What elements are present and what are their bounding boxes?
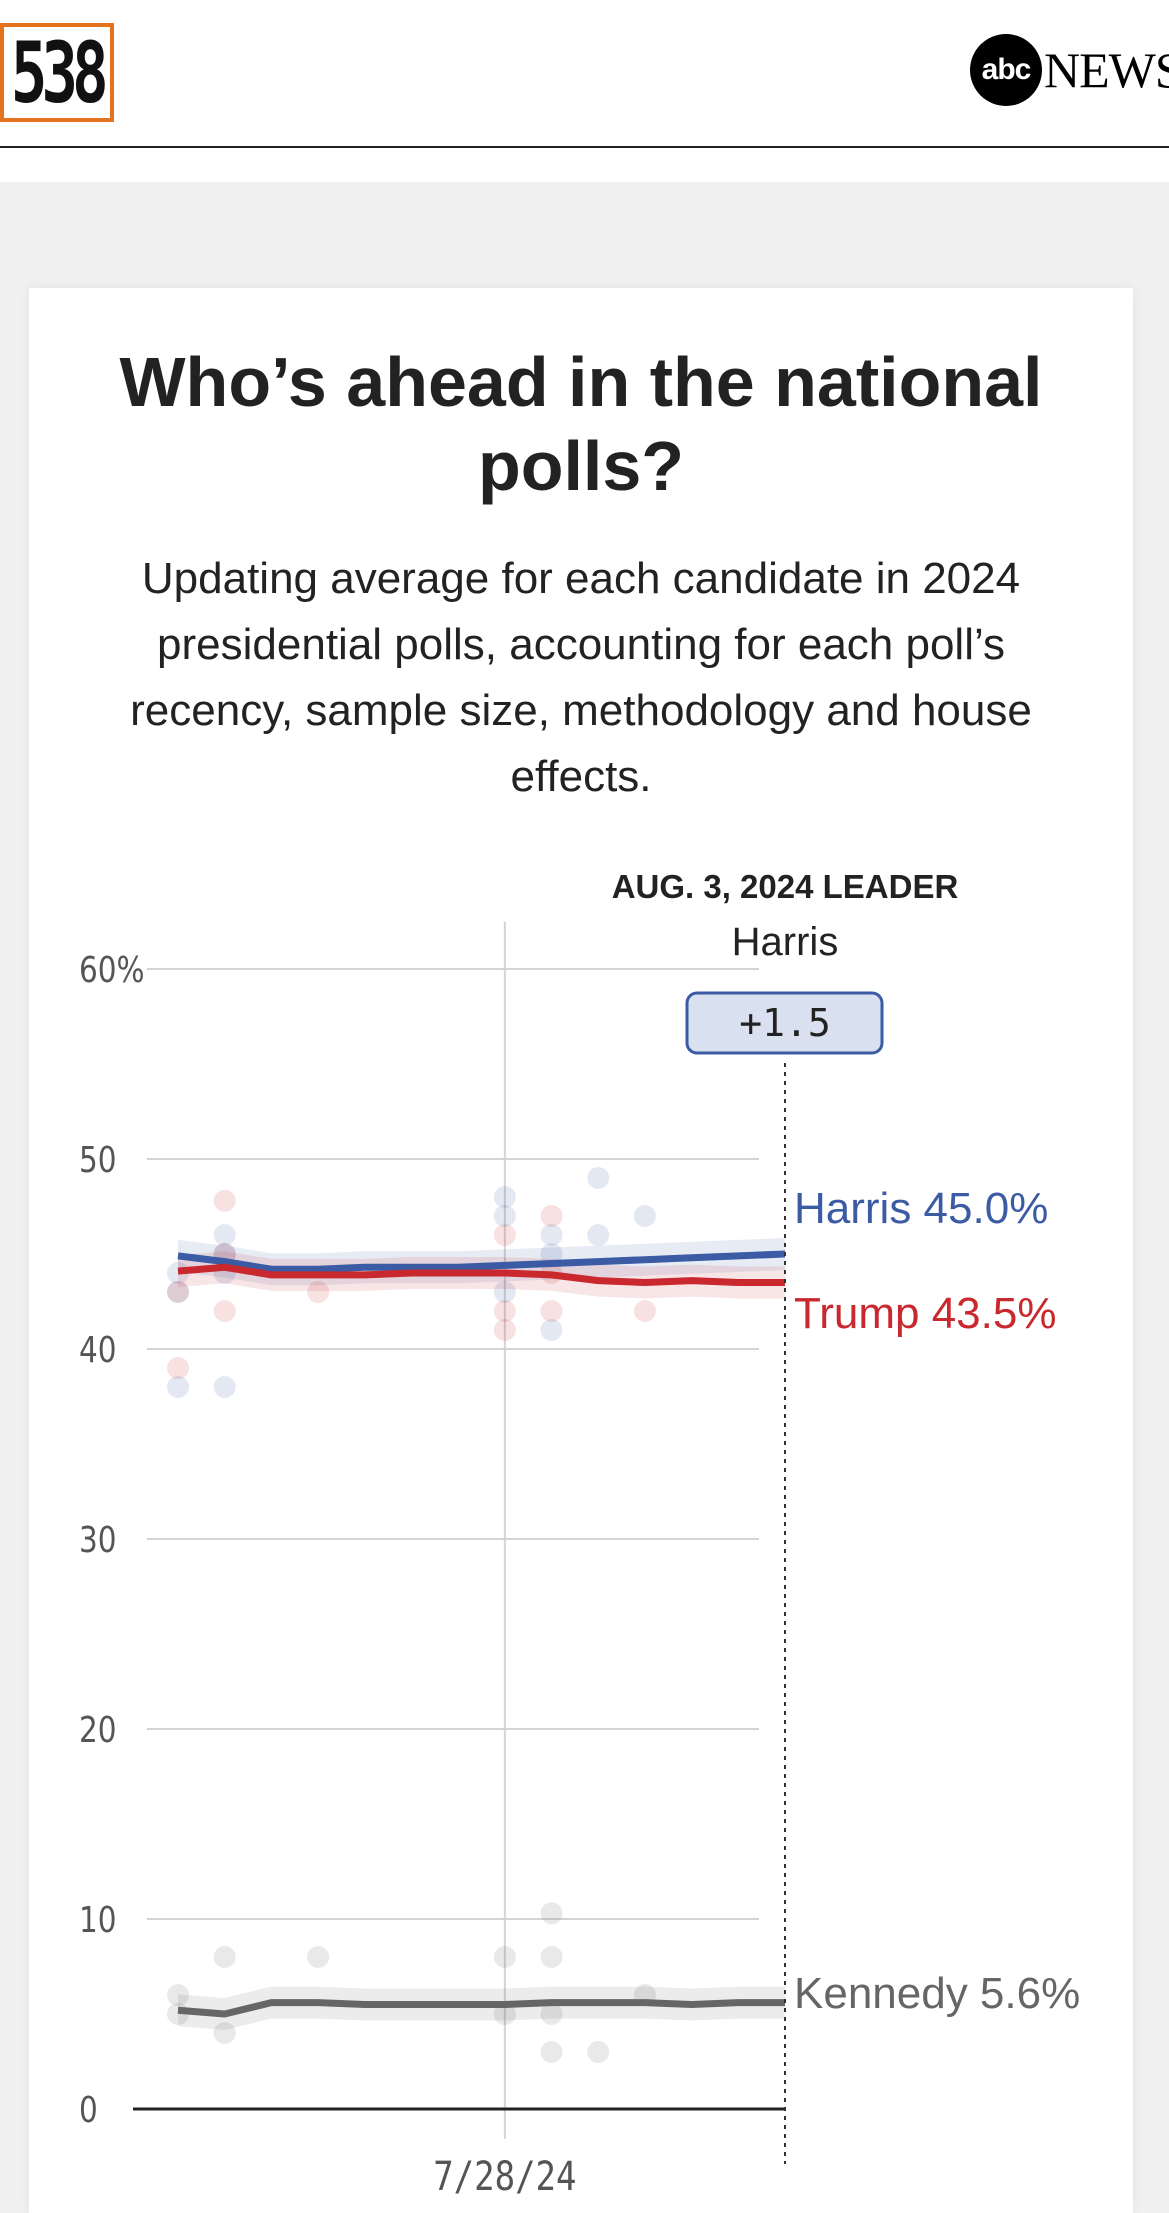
y-tick-label: 0 — [79, 2088, 98, 2131]
site-header: 538 abc NEWS — [0, 0, 1169, 148]
leader-margin-value: +1.5 — [739, 1001, 831, 1045]
poll-average-chart[interactable]: 60% 50 40 30 20 10 0 7/28/24 AUG. 3, 2024 LEADER… — [29, 288, 1133, 2213]
poll-dot-trump — [167, 1357, 189, 1379]
poll-dot-trump — [213, 1189, 236, 1212]
poll-dot-kennedy — [493, 2003, 516, 2025]
poll-chart-card: Who’s ahead in the national polls? Updat… — [29, 288, 1133, 2213]
poll-dot-trump — [493, 1319, 516, 1341]
poll-dot-trump — [167, 1281, 189, 1303]
poll-dot-harris — [540, 1243, 563, 1265]
poll-dot-harris — [213, 1224, 236, 1246]
poll-dot-harris — [213, 1376, 236, 1398]
average-line-harris — [177, 1250, 786, 1273]
poll-dot-trump — [213, 1300, 236, 1322]
poll-dot-harris — [587, 1167, 610, 1189]
series-label-kennedy: Kennedy 5.6% — [794, 1969, 1080, 2018]
average-line-kennedy — [177, 1999, 785, 2018]
poll-dot-harris — [540, 1319, 563, 1341]
poll-dot-trump — [633, 1300, 656, 1322]
poll-dot-harris — [633, 1205, 656, 1227]
y-tick-label: 40 — [79, 1328, 117, 1371]
poll-dot-kennedy — [493, 1946, 516, 1968]
y-tick-label: 10 — [79, 1898, 117, 1941]
header-spacer — [0, 148, 1169, 182]
poll-dot-kennedy — [540, 1902, 563, 1925]
poll-dot-harris — [493, 1281, 516, 1303]
logo-text: 538 — [11, 23, 109, 122]
average-line-trump — [177, 1263, 785, 1286]
x-tick-label: 7/28/24 — [433, 2153, 576, 2199]
poll-dot-kennedy — [213, 2022, 236, 2044]
poll-dot-harris — [493, 1186, 516, 1208]
poll-dot-trump — [307, 1281, 330, 1303]
poll-dot-trump — [540, 1300, 563, 1322]
poll-dot-harris — [587, 1224, 610, 1246]
poll-dot-trump — [493, 1224, 516, 1246]
y-tick-label: 30 — [79, 1518, 117, 1561]
y-tick-label: 60% — [79, 948, 145, 991]
poll-dot-trump — [493, 1300, 516, 1322]
news-wordmark: NEWS — [1044, 42, 1169, 98]
poll-dot-harris — [167, 1281, 189, 1303]
poll-dot-harris — [167, 1376, 189, 1398]
poll-dot-trump — [540, 1205, 563, 1227]
poll-dot-kennedy — [587, 2041, 610, 2063]
poll-dot-kennedy — [167, 1984, 189, 2006]
uncertainty-band-kennedy — [178, 1986, 785, 2030]
leader-heading: AUG. 3, 2024 LEADER — [612, 868, 959, 905]
poll-dot-harris — [493, 1205, 516, 1227]
chart-subtitle: Updating average for each candidate in 2… — [130, 554, 1032, 801]
leader-name: Harris — [732, 920, 839, 964]
leader-margin-badge — [685, 991, 884, 1055]
abc-news-logo[interactable]: abc NEWS — [970, 34, 1169, 106]
chart-title: Who’s ahead in the national polls? — [119, 343, 1043, 505]
y-tick-label: 20 — [79, 1708, 117, 1751]
y-tick-label: 50 — [79, 1138, 117, 1181]
fivethirtyeight-logo[interactable]: 538 — [0, 23, 114, 122]
abc-logo-badge: abc — [970, 34, 1042, 106]
series-label-trump: Trump 43.5% — [794, 1289, 1056, 1338]
series-label-harris: Harris 45.0% — [794, 1184, 1048, 1233]
poll-dot-kennedy — [540, 2041, 563, 2063]
poll-dot-kennedy — [540, 1946, 563, 1968]
poll-dot-kennedy — [213, 1946, 236, 1968]
poll-dot-harris — [540, 1224, 563, 1246]
poll-dot-kennedy — [540, 2003, 563, 2025]
poll-dot-kennedy — [307, 1946, 330, 1968]
